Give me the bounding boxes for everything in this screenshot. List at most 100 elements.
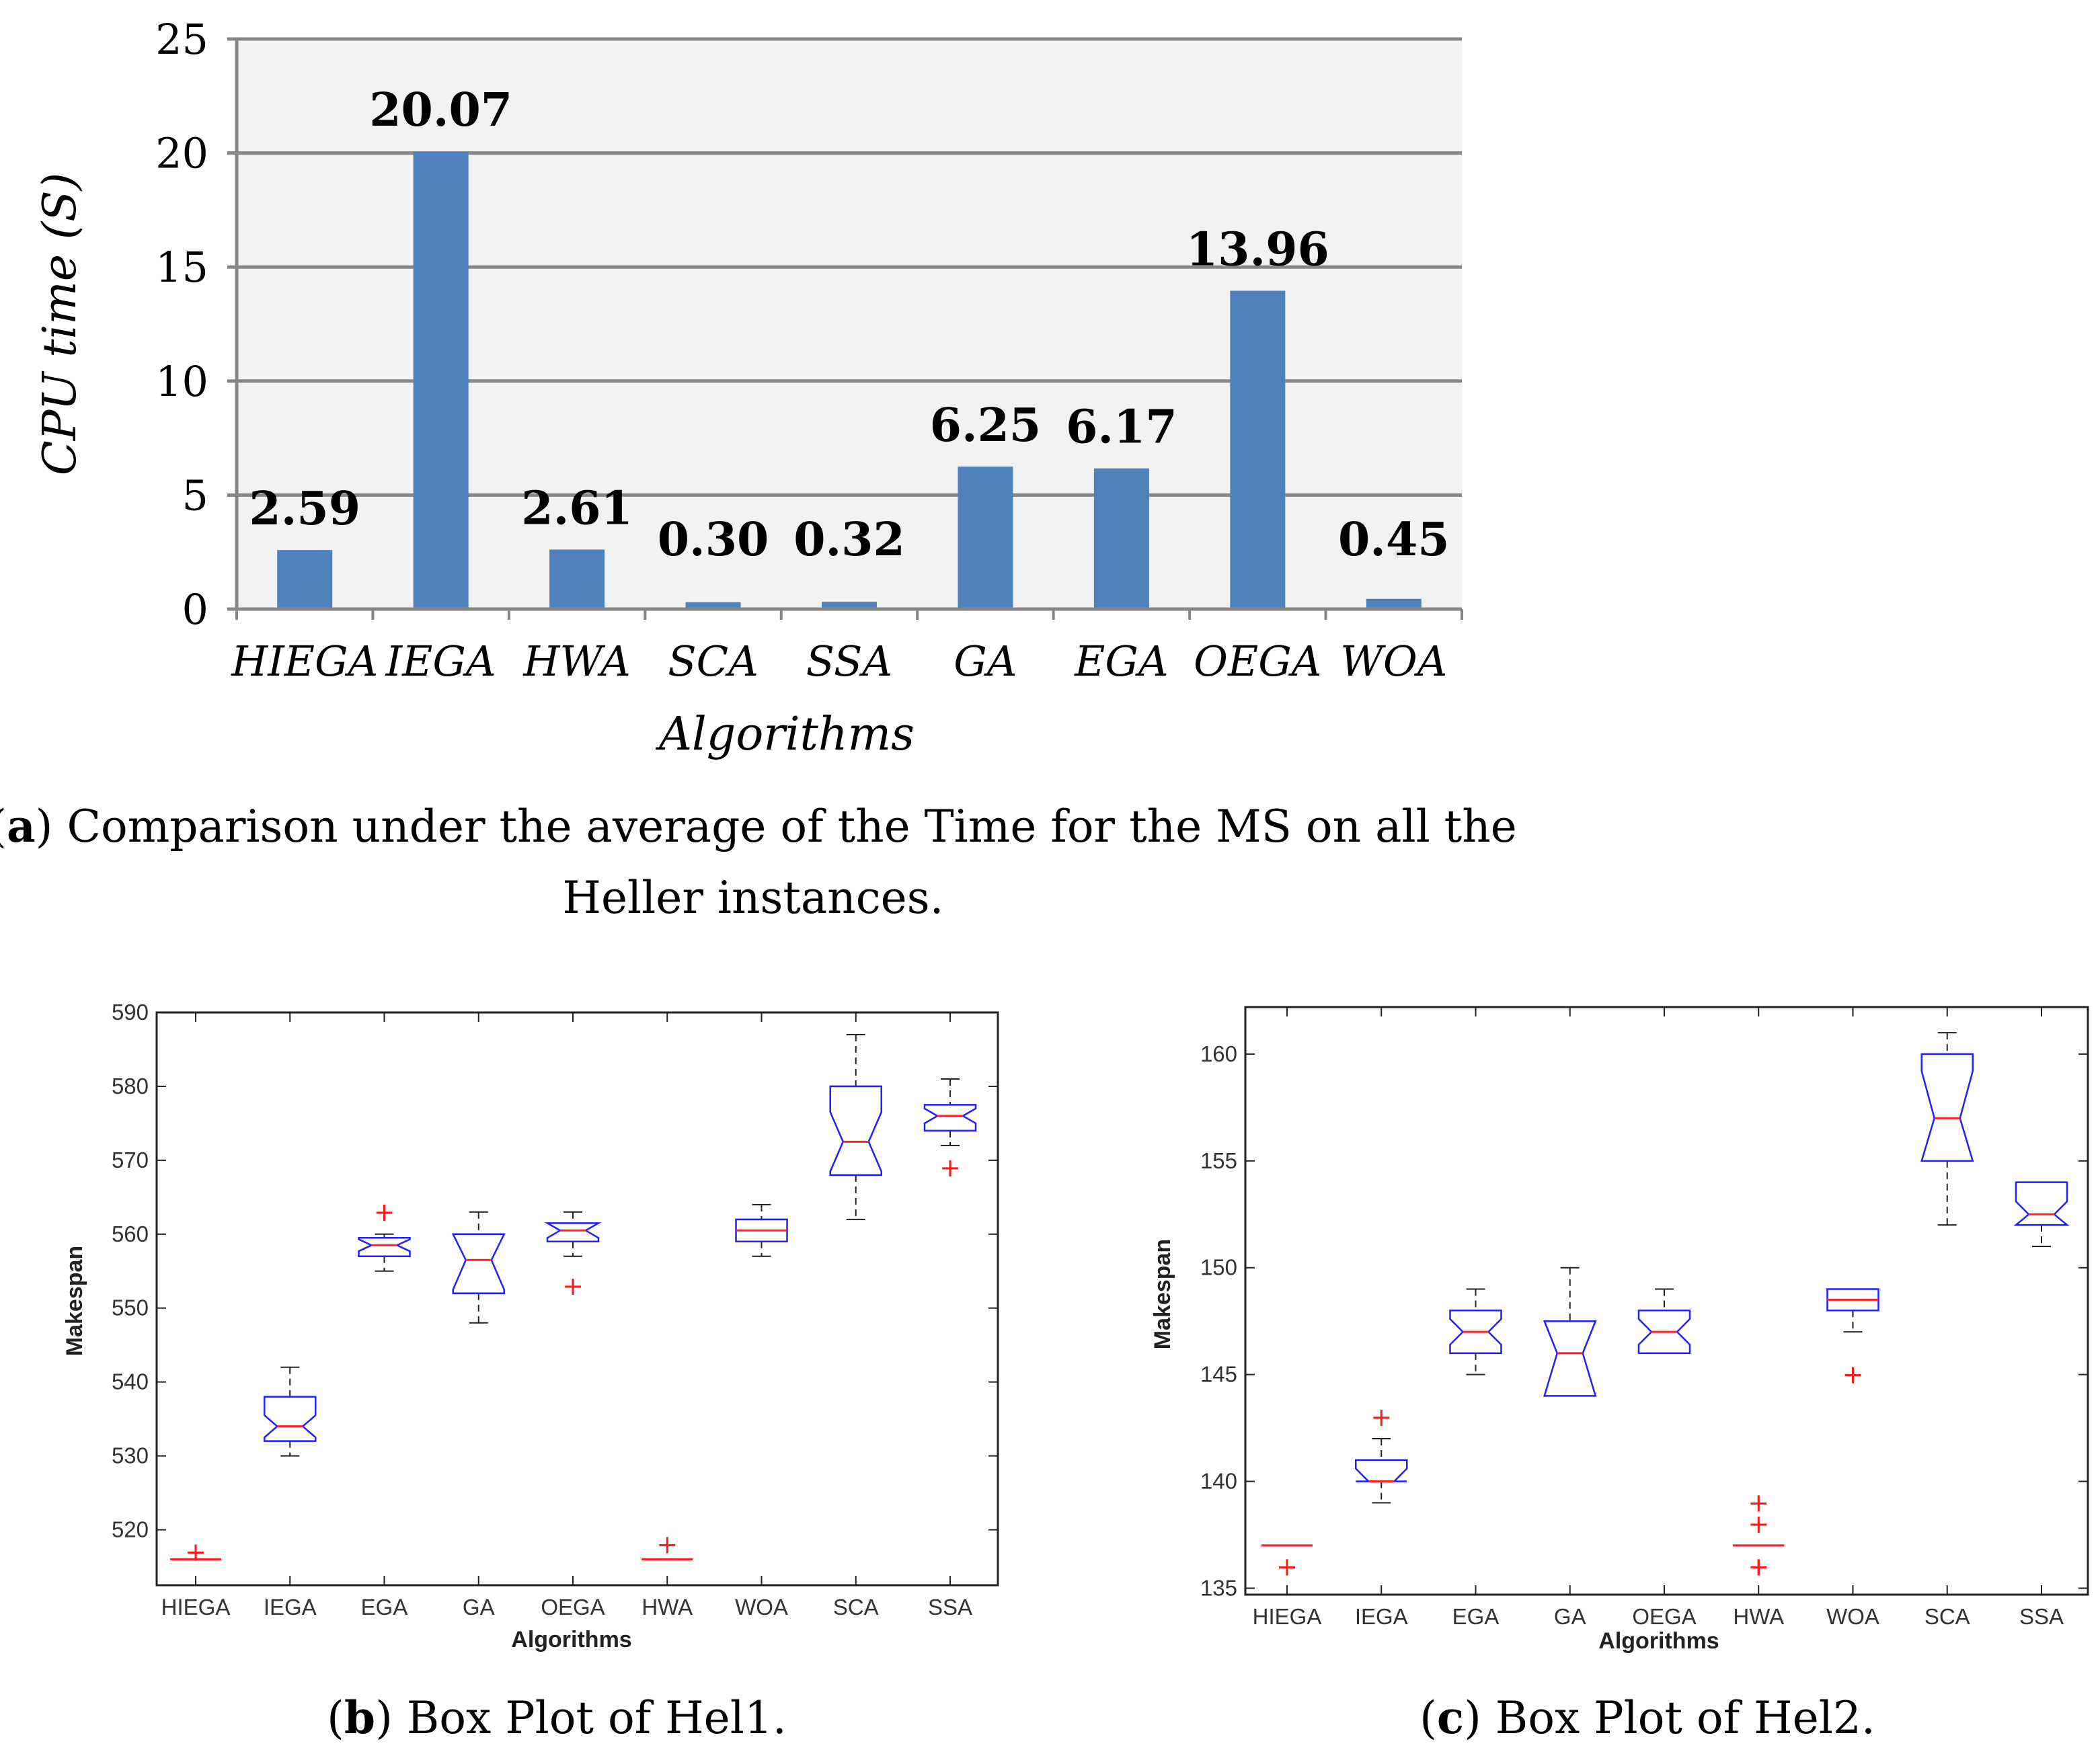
caption-a-line2: Heller instances.: [562, 872, 943, 924]
bar-value-label: 0.30: [658, 513, 769, 567]
caption-b-open-paren: (: [327, 1692, 344, 1744]
boxplot-hel2-box: [1637, 1310, 1691, 1355]
boxplot-hel1-box: [923, 1104, 977, 1132]
boxplot-hel1-y-tick-label: 540: [112, 1369, 149, 1394]
boxplot-hel1-category-label: WOA: [735, 1595, 788, 1620]
boxplot-hel1-box: [264, 1396, 317, 1442]
caption-c-letter: c: [1437, 1691, 1464, 1744]
boxplot-hel1-panel: 520 530 540 550 560 570 580 590 HIEGA + IEGA EGA + GA…: [62, 1000, 999, 1744]
caption-b: (b) Box Plot of Hel1.: [327, 1691, 787, 1744]
boxplot-hel2-y-axis-title: Makespan: [1150, 1239, 1175, 1349]
bar-chart-y-tick-label: 20: [155, 129, 208, 178]
boxplot-hel1-y-tick-label: 550: [112, 1295, 149, 1320]
boxplot-hel2-x-axis-title: Algorithms: [1598, 1628, 1719, 1654]
boxplot-hel1-category-label: HIEGA: [161, 1595, 231, 1620]
boxplot-hel2-category-label: WOA: [1826, 1604, 1879, 1629]
bar-chart-y-axis-title: CPU time (S): [34, 173, 87, 476]
boxplot-hel2-category-label: SSA: [2019, 1604, 2064, 1629]
boxplot-hel1-y-tick-label: 530: [112, 1443, 149, 1468]
bar-chart-panel: 2.59 20.07 2.61 0.30 0.32 6.25 6.17 13.96 0.45 H…: [0, 15, 1517, 924]
boxplot-hel1-y-tick-label: 570: [112, 1148, 149, 1172]
bar-chart-category-label: GA: [954, 637, 1017, 686]
boxplot-hel1-x-axis-title: Algorithms: [511, 1627, 631, 1652]
bar-chart-category-label: IEGA: [385, 637, 496, 686]
boxplot-hel2-box: [1355, 1459, 1408, 1482]
caption-a: (a) Comparison under the average of the …: [0, 800, 1517, 852]
boxplot-hel2-outlier: +: [1276, 1552, 1298, 1582]
boxplot-hel2-category-label: EGA: [1452, 1604, 1500, 1629]
bar-chart-category-label: EGA: [1074, 637, 1169, 686]
boxplot-hel2-outlier: +: [1748, 1509, 1769, 1539]
bar-chart-y-tick-label: 5: [182, 471, 208, 520]
caption-c-open-paren: (: [1420, 1692, 1437, 1744]
bar-chart-category-label: WOA: [1340, 637, 1447, 686]
boxplot-hel2-y-tick-label: 160: [1200, 1041, 1237, 1066]
caption-a-letter: a: [7, 800, 36, 852]
bar-value-label: 13.96: [1186, 223, 1329, 276]
boxplot-hel1-category-label: SCA: [833, 1595, 879, 1620]
bar-hiega: [277, 550, 333, 609]
bar-woa: [1366, 598, 1422, 609]
caption-a-open-paren: (: [0, 801, 7, 852]
boxplot-hel1-outlier: +: [185, 1537, 206, 1567]
boxplot-hel2-y-tick-label: 150: [1200, 1255, 1237, 1280]
boxplot-hel2-outlier: +: [1748, 1488, 1769, 1517]
bar-value-label: 2.61: [521, 481, 633, 535]
bar-chart-x-axis-title: Algorithms: [655, 708, 915, 761]
boxplot-hel1-y-tick-label: 560: [112, 1222, 149, 1246]
boxplot-hel2-category-label: SCA: [1924, 1604, 1970, 1629]
boxplot-hel2-y-tick-label: 135: [1200, 1575, 1237, 1600]
boxplot-hel1-outlier: +: [939, 1153, 961, 1183]
boxplot-hel1-category-label: IEGA: [264, 1595, 317, 1620]
boxplot-hel1-y-tick-label: 580: [112, 1074, 149, 1098]
bar-ssa: [822, 602, 877, 609]
boxplot-hel1-category-label: EGA: [361, 1595, 408, 1620]
bar-chart-y-tick-label: 10: [155, 357, 208, 406]
bar-ega: [1093, 468, 1149, 609]
boxplot-hel1-category-label: SSA: [928, 1595, 972, 1620]
boxplot-hel1-outlier: +: [374, 1197, 395, 1227]
boxplot-hel2-category-label: HIEGA: [1253, 1604, 1322, 1629]
boxplot-hel1-y-tick-label: 590: [112, 1000, 149, 1025]
boxplot-hel1-outlier: +: [656, 1530, 678, 1560]
bar-chart-category-label: OEGA: [1194, 637, 1321, 686]
boxplot-hel1-category-label: HWA: [641, 1595, 693, 1620]
boxplot-hel1-y-axis-title: Makespan: [62, 1246, 87, 1356]
boxplot-hel1-box: [358, 1237, 411, 1258]
bar-chart-category-label: SCA: [668, 637, 759, 686]
bar-sca: [685, 602, 741, 609]
boxplot-hel2-outlier: +: [1748, 1552, 1769, 1582]
boxplot-hel1-box: [829, 1085, 882, 1176]
boxplot-hel1-box: [451, 1233, 506, 1295]
bar-chart-y-tick-label: 25: [155, 15, 208, 64]
boxplot-hel1-box: [544, 1222, 602, 1243]
boxplot-hel1-category-label: GA: [463, 1595, 495, 1620]
boxplot-hel2-box: [1449, 1310, 1502, 1355]
boxplot-hel2-frame: [1244, 1006, 2089, 1596]
boxplot-hel2-outlier: +: [1842, 1360, 1864, 1390]
boxplot-hel2-outlier: +: [1370, 1402, 1392, 1432]
caption-b-letter: b: [344, 1691, 375, 1744]
bar-chart-y-tick-label: 0: [182, 585, 208, 634]
bar-value-label: 20.07: [369, 83, 512, 137]
caption-b-text: ) Box Plot of Hel1.: [375, 1692, 787, 1744]
bar-iega: [413, 151, 469, 610]
bar-value-label: 6.25: [930, 399, 1042, 452]
boxplot-hel2-y-tick-label: 145: [1200, 1362, 1237, 1387]
boxplot-hel2-outlier: +: [1748, 1552, 1769, 1582]
boxplot-hel2-category-label: OEGA: [1632, 1604, 1696, 1629]
bar-ga: [958, 467, 1013, 609]
caption-c-text: ) Box Plot of Hel2.: [1464, 1692, 1875, 1744]
bar-chart-category-label: HWA: [522, 637, 630, 686]
boxplot-hel2-y-tick-label: 155: [1200, 1148, 1237, 1173]
boxplot-hel2-box: [1920, 1053, 1974, 1162]
bar-hwa: [549, 549, 605, 609]
bar-value-label: 6.17: [1066, 401, 1177, 454]
boxplot-hel1-frame: [155, 1011, 999, 1587]
bar-value-label: 0.45: [1338, 513, 1450, 567]
bar-value-label: 2.59: [249, 482, 360, 536]
boxplot-hel1-outlier: +: [562, 1271, 584, 1301]
boxplot-hel2-outlier: +: [1276, 1552, 1298, 1582]
